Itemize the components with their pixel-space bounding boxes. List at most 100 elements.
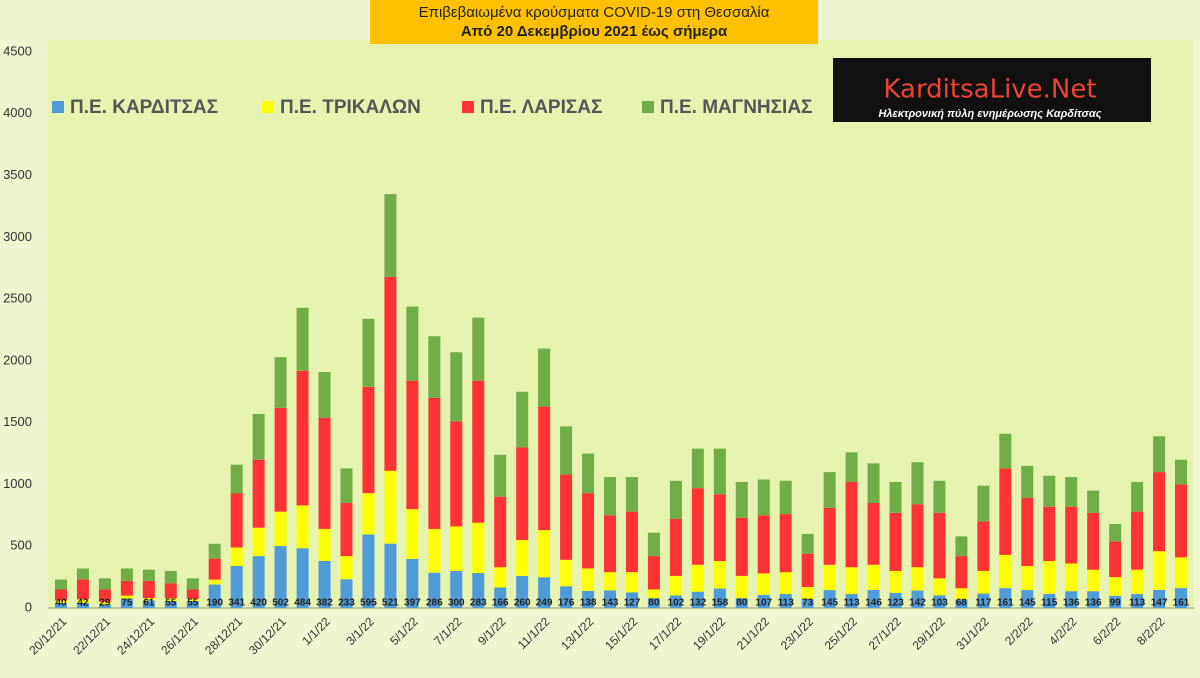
bar-segment	[999, 588, 1012, 608]
bar-segment	[450, 570, 463, 608]
value-label: 420	[250, 598, 267, 609]
bar-segment	[428, 336, 441, 398]
bar-segment	[779, 572, 792, 595]
bar-segment	[933, 480, 946, 513]
bar-segment	[999, 468, 1012, 555]
bar-segment	[801, 533, 814, 554]
bar-segment	[757, 594, 770, 608]
bar-segment	[669, 519, 682, 576]
bar-segment	[230, 493, 243, 548]
bar-segment	[1043, 506, 1056, 562]
bar-segment	[647, 532, 660, 557]
value-label: 143	[602, 598, 619, 609]
bar-segment	[1153, 589, 1166, 608]
bar-segment	[76, 568, 89, 580]
x-tick-label: 24/12/21	[114, 614, 157, 657]
legend-label: Π.Ε. ΚΑΡΔΙΤΣΑΣ	[70, 97, 218, 118]
x-tick-label: 3/1/22	[343, 614, 377, 648]
bar-segment	[1087, 569, 1100, 592]
value-label: 99	[1110, 598, 1122, 609]
bar-segment	[274, 511, 287, 546]
bar-segment	[1043, 475, 1056, 507]
x-tick-label: 6/2/22	[1090, 614, 1124, 648]
bar-segment	[955, 599, 968, 608]
value-label: 286	[426, 598, 443, 609]
bar-segment	[560, 586, 573, 608]
bar-segment	[362, 318, 375, 387]
value-label: 113	[844, 598, 861, 609]
bar-segment	[296, 548, 309, 608]
bar-segment	[1043, 593, 1056, 608]
bar-segment	[208, 558, 221, 580]
bar-segment	[142, 598, 155, 601]
bar-segment	[120, 598, 133, 608]
value-label: 595	[360, 598, 377, 609]
bar-segment	[845, 567, 858, 595]
bar-segment	[999, 433, 1012, 469]
value-label: 115	[1041, 598, 1058, 609]
bar-segment	[252, 556, 265, 608]
bar-segment	[164, 601, 177, 608]
bar-segment	[208, 579, 221, 585]
legend-swatch	[262, 101, 274, 113]
bar-segment	[691, 488, 704, 565]
x-tick-label: 7/1/22	[431, 614, 465, 648]
bar-segment	[823, 472, 836, 508]
bar-segment	[120, 568, 133, 581]
bar-segment	[560, 559, 573, 587]
bar-segment	[955, 588, 968, 600]
bar-segment	[274, 407, 287, 512]
x-tick-label: 9/1/22	[475, 614, 509, 648]
value-label: 382	[316, 598, 333, 609]
bar-segment	[384, 470, 397, 544]
legend-swatch	[462, 101, 474, 113]
value-label: 61	[143, 598, 155, 609]
bar-segment	[582, 493, 595, 569]
bar-segment	[911, 462, 924, 505]
bar-segment	[1153, 436, 1166, 473]
bar-segment	[647, 598, 660, 608]
bar-segment	[735, 481, 748, 518]
bar-segment	[911, 590, 924, 608]
value-label: 138	[580, 598, 597, 609]
bar-segment	[318, 560, 331, 608]
value-label: 29	[99, 598, 111, 609]
bar-segment	[98, 601, 111, 605]
value-label: 521	[382, 598, 399, 609]
x-tick-label: 5/1/22	[387, 614, 421, 648]
bar-segment	[1043, 561, 1056, 594]
logo-box	[833, 58, 1151, 122]
bar-segment	[977, 570, 990, 594]
bar-segment	[604, 590, 617, 608]
x-tick-label: 1/1/22	[299, 614, 333, 648]
bar-segment	[1175, 459, 1188, 485]
bar-segment	[472, 522, 485, 574]
bar-segment	[252, 459, 265, 528]
value-label: 102	[668, 598, 685, 609]
bar-segment	[999, 554, 1012, 589]
bar-segment	[164, 583, 177, 599]
bar-segment	[318, 528, 331, 561]
bar-segment	[625, 477, 638, 512]
y-tick-label: 1500	[3, 414, 32, 429]
x-tick-label: 25/1/22	[822, 614, 860, 652]
bar-segment	[318, 417, 331, 529]
bar-segment	[911, 504, 924, 568]
bar-segment	[538, 577, 551, 608]
x-tick-label: 4/2/22	[1046, 614, 1080, 648]
bar-segment	[274, 357, 287, 408]
value-label: 397	[404, 598, 421, 609]
bar-segment	[889, 512, 902, 571]
value-label: 75	[121, 598, 133, 609]
x-tick-label: 26/12/21	[158, 614, 201, 657]
bar-segment	[647, 556, 660, 590]
bar-segment	[801, 598, 814, 608]
bar-segment	[1109, 595, 1122, 608]
bar-segment	[735, 517, 748, 576]
value-label: 73	[802, 598, 814, 609]
bar-segment	[911, 567, 924, 591]
bar-segment	[494, 454, 507, 497]
bar-segment	[494, 587, 507, 608]
bar-segment	[76, 579, 89, 600]
